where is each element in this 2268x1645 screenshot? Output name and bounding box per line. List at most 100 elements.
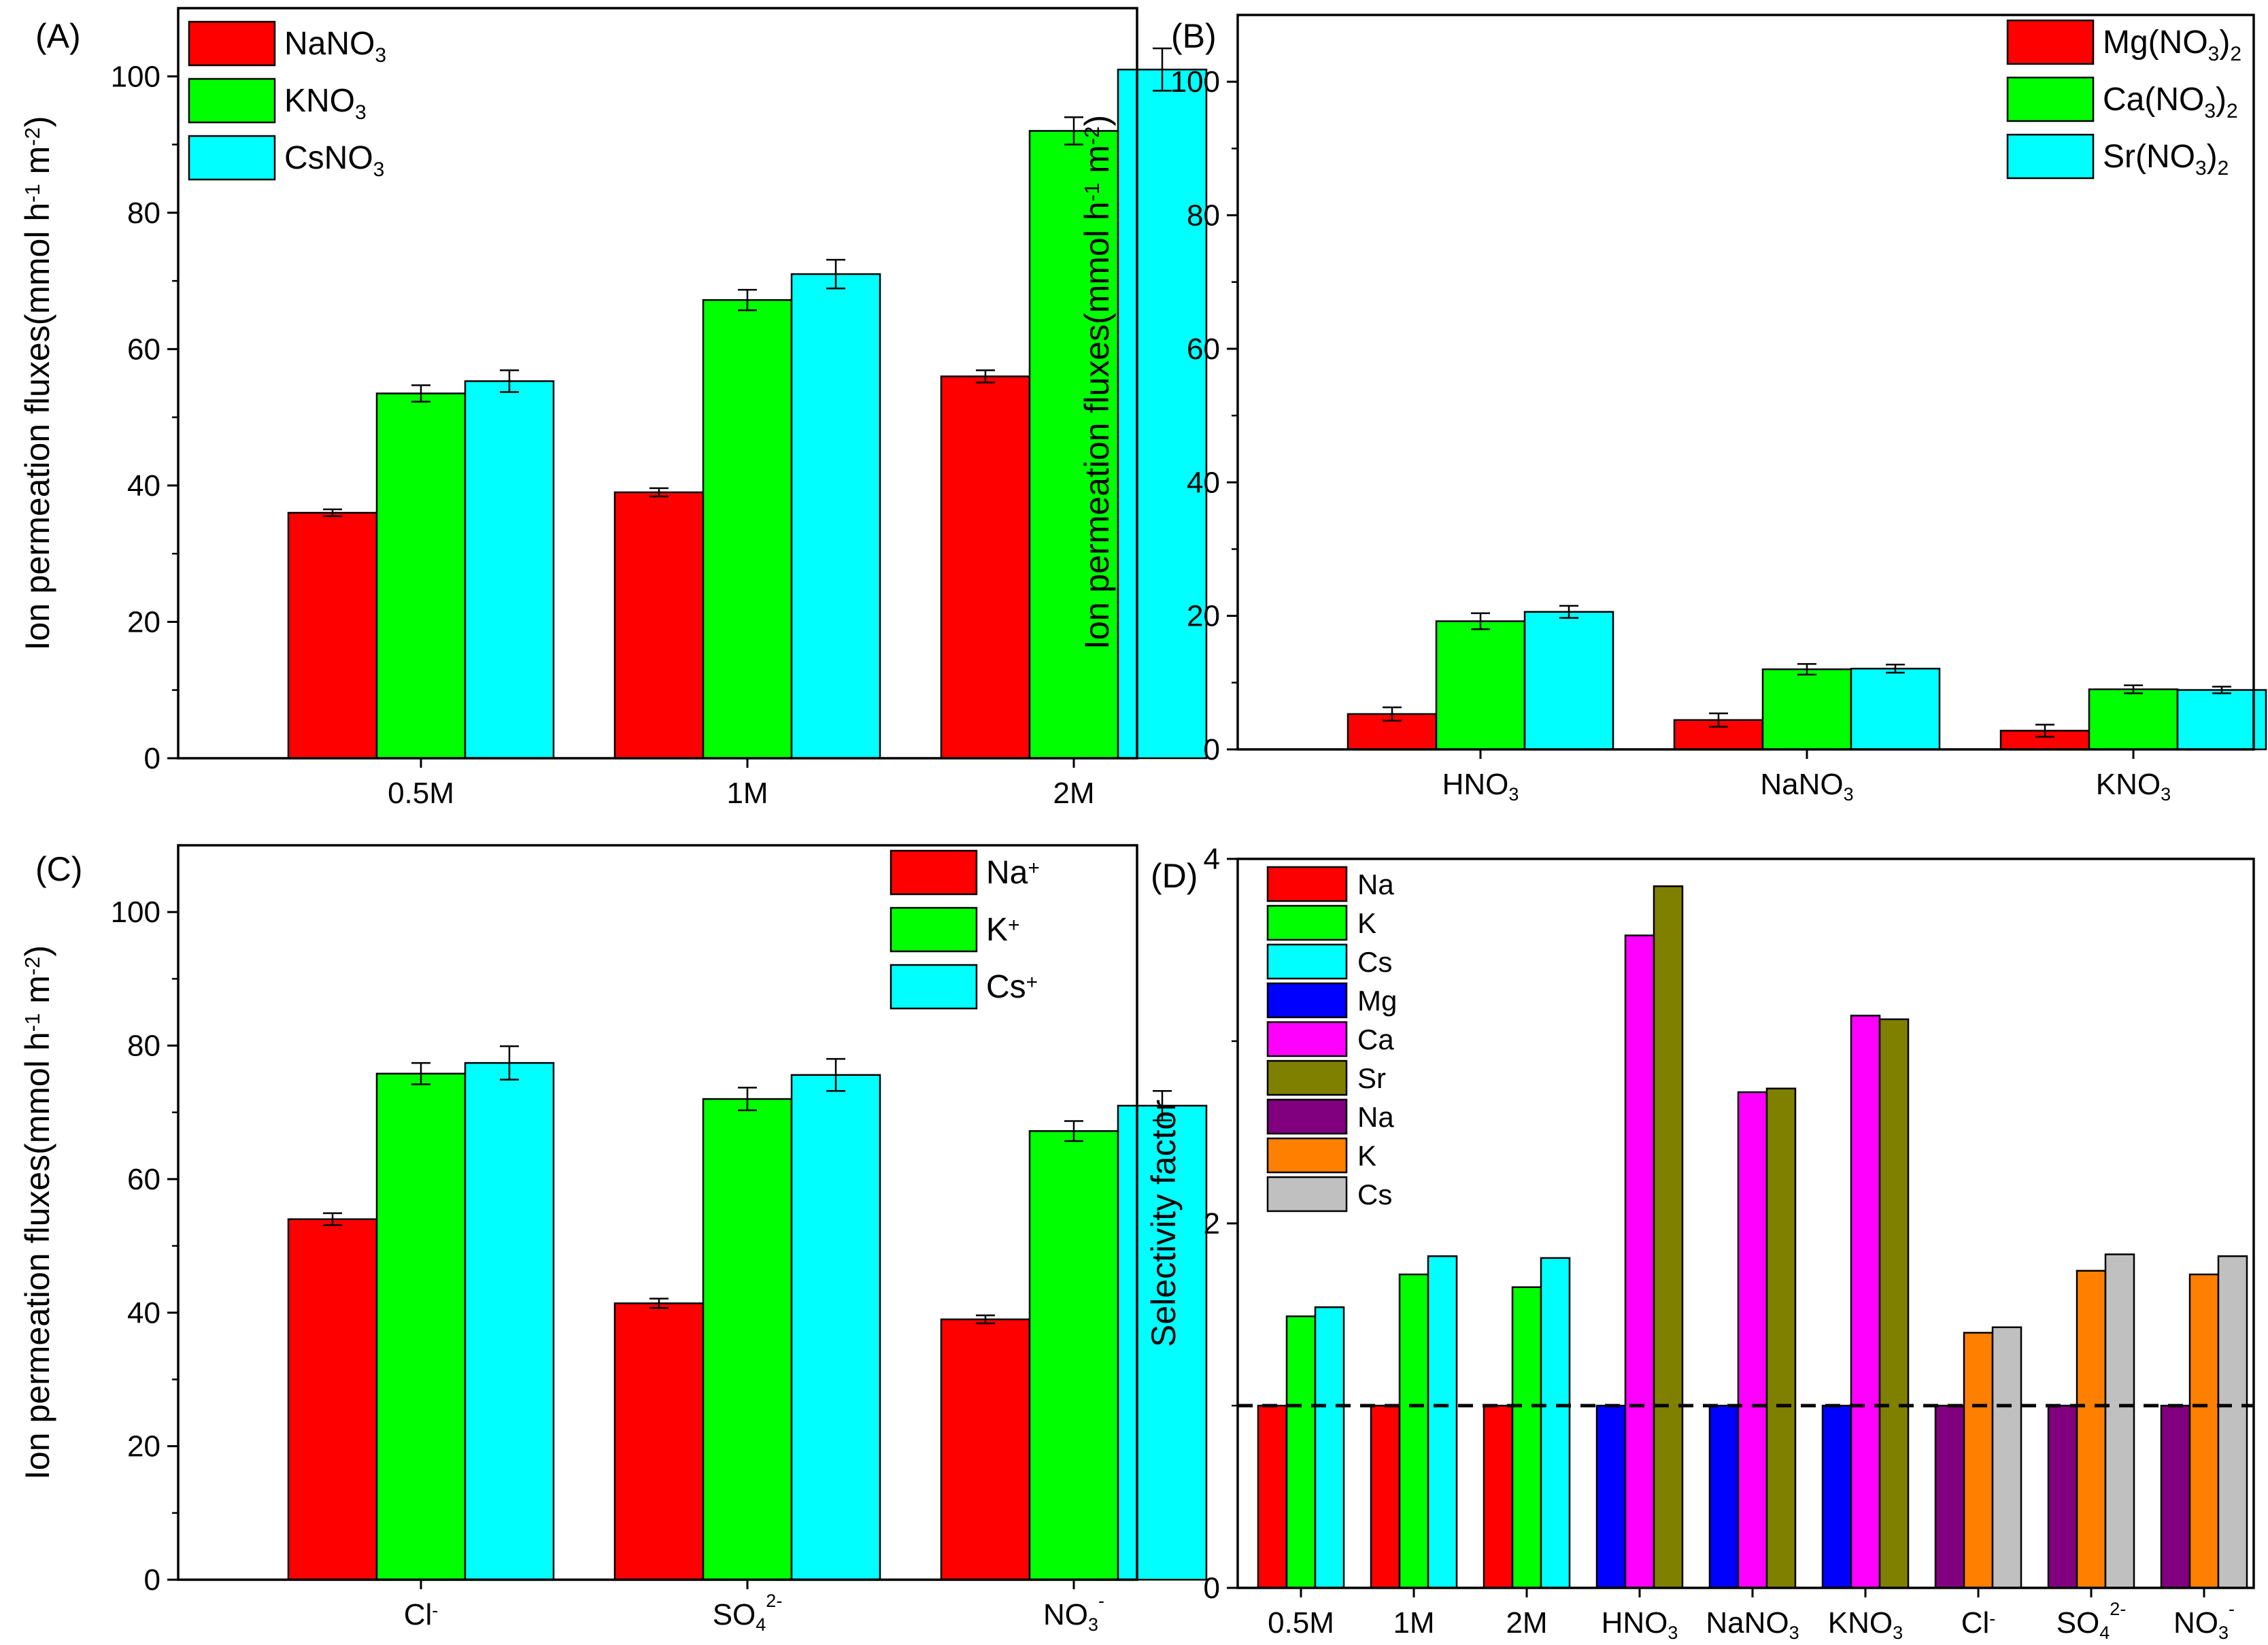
x-tick-label-B-2-main: KNO — [2096, 768, 2161, 801]
y-tick-label-B-4: 80 — [1187, 199, 1220, 233]
bar-D-4-1 — [1737, 1091, 1768, 1589]
y-axis-label-C: Ion permeation fluxes(mmol h-1 m-2) — [18, 945, 56, 1480]
x-tick-label-D-7: SO42- — [2057, 1599, 2127, 1643]
bar-B-Sr(NO3)2-0 — [1523, 611, 1614, 751]
bar-D-0-2 — [1314, 1306, 1345, 1589]
x-tick-label-D-4: NaNO3 — [1706, 1606, 1799, 1643]
legend-label-C-0: Na+ — [986, 855, 1040, 891]
x-tick-label-D-8-sup: - — [2229, 1599, 2235, 1619]
y-axis-label-B: Ion permeation fluxes(mmol h-1 m-2) — [1078, 115, 1116, 649]
x-tick-label-B-1: NaNO3 — [1760, 768, 1853, 804]
y-axis-label-A: Ion permeation fluxes(mmol h-1 m-2) — [18, 116, 56, 651]
x-tick-label-C-1-sub: 4 — [756, 1614, 766, 1635]
bar-A-KNO3-1 — [702, 299, 793, 760]
bar-C-K+-2 — [1028, 1130, 1119, 1581]
legend-label-C-0-sup: + — [1028, 857, 1040, 879]
bar-B-Ca(NO3)2-1 — [1761, 668, 1852, 751]
legend-label-A-0-sub: 3 — [375, 44, 386, 67]
x-tick-label-C-1: SO42- — [713, 1591, 783, 1635]
legend-label-C-2-sup: + — [1026, 971, 1038, 994]
legend-swatch-D-4 — [1266, 1021, 1348, 1057]
x-tick-label-D-3-main: HNO — [1602, 1606, 1668, 1640]
legend-label-B-0-main: Mg(NO — [2103, 24, 2208, 61]
bar-D-2-2 — [1540, 1257, 1571, 1589]
x-tick-label-A-1-main: 1M — [726, 777, 768, 810]
legend-swatch-D-5 — [1266, 1059, 1348, 1096]
y-axis-label-C-part3: ) — [18, 945, 56, 957]
legend-label-B-2-main: Sr(NO — [2103, 139, 2195, 175]
x-tick-label-D-2-main: 2M — [1506, 1606, 1547, 1640]
y-tick-label-A-4: 80 — [127, 197, 160, 230]
y-tick-label-A-5: 100 — [111, 60, 160, 93]
y-tick-label-C-2: 40 — [127, 1296, 160, 1329]
bar-B-Ca(NO3)2-2 — [2088, 688, 2179, 751]
bar-D-6-2 — [1991, 1326, 2022, 1589]
legend-swatch-B-0 — [2006, 19, 2095, 65]
bar-D-2-0 — [1483, 1404, 1514, 1589]
bar-D-1-1 — [1398, 1273, 1429, 1589]
x-tick-label-B-2: KNO3 — [2096, 768, 2171, 804]
y-axis-label-A-sup2: -2 — [20, 127, 44, 146]
legend-label-C-2-main: Cs — [986, 969, 1026, 1005]
legend-swatch-C-0 — [890, 849, 978, 896]
legend-swatch-D-6 — [1266, 1098, 1348, 1135]
bar-D-0-0 — [1257, 1404, 1288, 1589]
bar-D-8-0 — [2160, 1404, 2191, 1589]
bar-D-5-1 — [1850, 1015, 1881, 1589]
legend-label-B-2-post-sub: 2 — [2218, 157, 2229, 180]
legend-label-D-8: Cs — [1357, 1178, 1392, 1210]
x-tick-label-D-3: HNO3 — [1602, 1606, 1678, 1643]
panel-label-D: (D) — [1151, 857, 1198, 895]
panel-A: 0.5M 1M 2M 0 20 40 60 80 100 Ion permeation fluxe… — [18, 7, 1208, 810]
legend-label-A-2-main: CsNO — [284, 140, 373, 176]
legend-label-B-1-sub: 3 — [2204, 100, 2216, 122]
legend-swatch-C-2 — [890, 964, 978, 1010]
bar-D-3-2 — [1653, 885, 1684, 1589]
legend-swatch-B-2 — [2006, 133, 2095, 180]
y-tick-label-A-0: 0 — [144, 742, 160, 775]
bar-D-1-2 — [1427, 1255, 1458, 1589]
bar-D-5-0 — [1821, 1404, 1852, 1589]
legend-label-B-0-sub: 3 — [2208, 43, 2220, 65]
bar-D-3-0 — [1595, 1404, 1627, 1589]
legend-label-B-1: Ca(NO3)2 — [2103, 82, 2238, 122]
x-tick-label-D-5: KNO3 — [1828, 1606, 1903, 1643]
x-tick-label-D-6-sup: - — [1989, 1608, 1995, 1629]
plot-frame-A — [177, 7, 1138, 760]
x-tick-label-D-0-main: 0.5M — [1268, 1606, 1334, 1640]
legend-label-D-3: Mg — [1357, 985, 1397, 1017]
bar-D-7-2 — [2104, 1253, 2135, 1589]
y-axis-label-B-part1: Ion permeation fluxes(mmol h — [1078, 201, 1116, 649]
y-tick-label-B-5: 100 — [1170, 65, 1220, 99]
y-axis-label-D: Selectivity factor — [1145, 1100, 1183, 1347]
legend-label-D-2: Cs — [1357, 946, 1392, 978]
x-tick-label-A-0: 0.5M — [388, 777, 454, 810]
x-tick-label-A-2-main: 2M — [1053, 777, 1094, 810]
legend-label-A-0-main: NaNO — [284, 26, 375, 62]
x-tick-label-B-0-main: HNO — [1442, 768, 1509, 801]
legend-swatch-D-0 — [1266, 866, 1348, 902]
legend-label-B-2-sub: 3 — [2195, 157, 2207, 180]
legend-label-D-6: Na — [1357, 1101, 1394, 1133]
x-tick-label-C-0: Cl- — [404, 1598, 439, 1631]
y-tick-label-C-3: 60 — [127, 1163, 160, 1196]
legend-label-C-1-sup: + — [1008, 914, 1020, 936]
y-tick-label-A-2: 40 — [127, 469, 160, 503]
x-tick-label-B-2-sub: 3 — [2161, 784, 2171, 804]
legend-label-B-1-main: Ca(NO — [2103, 82, 2204, 118]
legend-label-C-1-main: K — [986, 912, 1008, 948]
x-tick-label-D-6: Cl- — [1961, 1606, 1996, 1640]
legend-label-A-1: KNO3 — [284, 83, 367, 124]
bar-B-Ca(NO3)2-0 — [1435, 620, 1526, 751]
y-axis-label-A-sup1: -1 — [20, 184, 44, 203]
legend-label-B-2: Sr(NO3)2 — [2103, 139, 2229, 180]
bar-A-CsNO3-2 — [1117, 68, 1208, 760]
y-tick-label-B-2: 40 — [1187, 466, 1220, 499]
x-tick-label-D-8: NO3- — [2173, 1599, 2235, 1643]
x-tick-label-D-5-sub: 3 — [1893, 1623, 1903, 1643]
plot-frame-B — [1236, 14, 2255, 751]
y-tick-label-C-4: 80 — [127, 1030, 160, 1063]
